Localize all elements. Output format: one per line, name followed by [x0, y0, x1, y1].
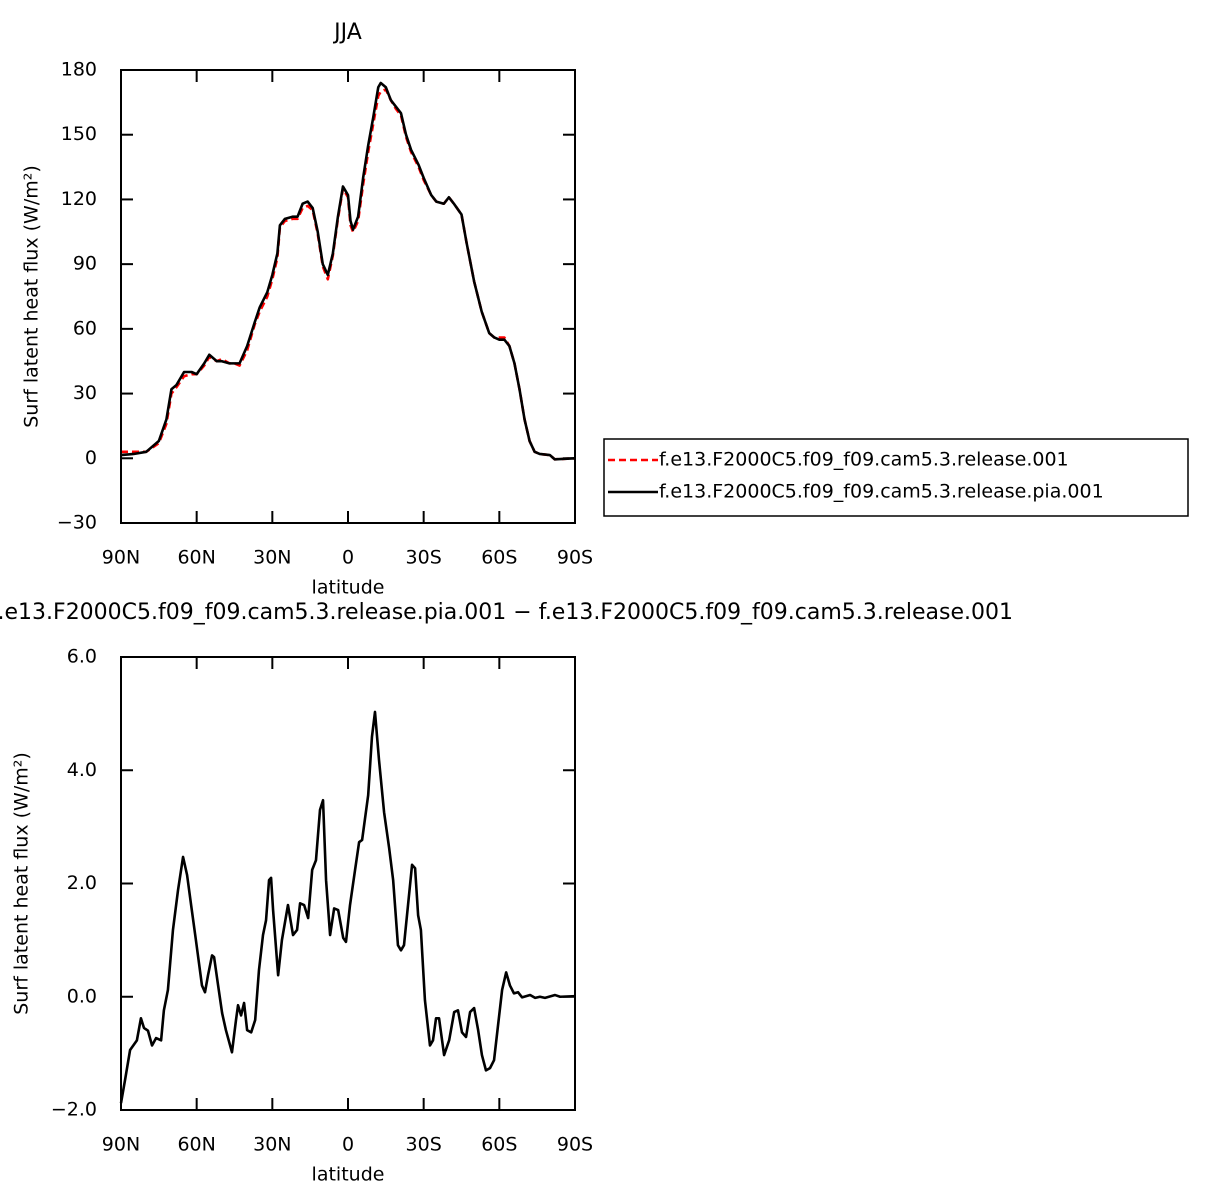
x-tick-label: 30N: [253, 547, 291, 569]
x-axis-label: latitude: [312, 1164, 385, 1186]
y-axis-label: Surf latent heat flux (W/m²): [11, 752, 33, 1015]
y-tick-label: 2.0: [67, 872, 97, 894]
y-tick-label: 6.0: [67, 646, 97, 668]
x-tick-label: 0: [342, 547, 354, 569]
x-tick-label: 30S: [406, 1134, 442, 1156]
data-line: [121, 88, 576, 461]
y-tick-label: 180: [61, 59, 97, 81]
x-tick-label: 90N: [102, 1134, 140, 1156]
x-tick-label: 90S: [557, 547, 593, 569]
chart-title: f.e13.F2000C5.f09_f09.cam5.3.release.pia…: [0, 600, 1013, 625]
legend-label: f.e13.F2000C5.f09_f09.cam5.3.release.001: [659, 449, 1069, 471]
y-tick-label: 30: [73, 382, 97, 404]
x-tick-label: 0: [342, 1134, 354, 1156]
y-tick-label: 60: [73, 317, 97, 339]
x-tick-label: 60S: [481, 547, 517, 569]
x-tick-label: 60N: [177, 547, 215, 569]
y-tick-label: 0: [85, 447, 97, 469]
y-tick-label: 120: [61, 188, 97, 210]
x-tick-label: 90S: [557, 1134, 593, 1156]
legend-box: [603, 438, 1189, 517]
x-tick-label: 30S: [406, 547, 442, 569]
x-tick-label: 90N: [102, 547, 140, 569]
x-axis-label: latitude: [312, 577, 385, 599]
y-tick-label: 90: [73, 253, 97, 275]
chart-title: JJA: [332, 20, 362, 45]
y-tick-label: 0.0: [67, 985, 97, 1007]
x-tick-label: 60N: [177, 1134, 215, 1156]
y-tick-label: −2.0: [51, 1099, 97, 1121]
data-line: [120, 81, 576, 461]
plot-frame: [120, 69, 576, 524]
y-tick-label: −30: [57, 512, 97, 534]
data-line: [119, 710, 576, 1104]
legend-label: f.e13.F2000C5.f09_f09.cam5.3.release.pia…: [659, 481, 1104, 503]
x-tick-label: 30N: [253, 1134, 291, 1156]
x-tick-label: 60S: [481, 1134, 517, 1156]
y-axis-label: Surf latent heat flux (W/m²): [21, 165, 43, 428]
y-tick-label: 150: [61, 123, 97, 145]
y-tick-label: 4.0: [67, 759, 97, 781]
